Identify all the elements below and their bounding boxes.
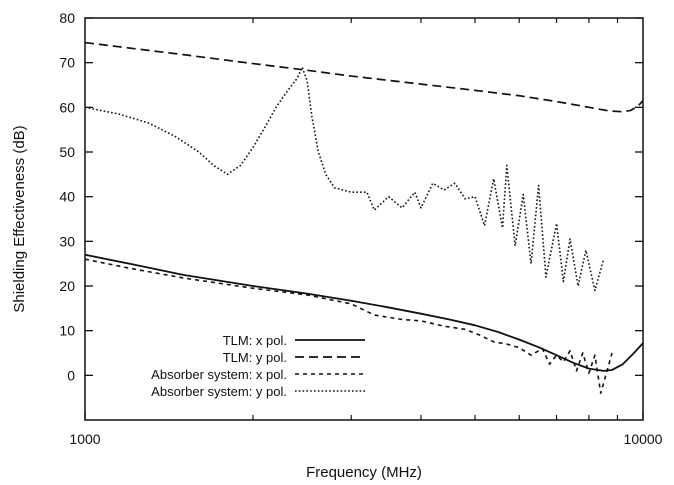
x-axis-title: Frequency (MHz) [306,464,422,481]
legend-label: TLM: x pol. [223,333,287,348]
y-tick-label: 0 [67,367,75,383]
legend-label: TLM: y pol. [223,350,287,365]
legend-label: Absorber system: y pol. [151,384,287,399]
series-line-1 [85,255,643,371]
x-axis-ticks: 1000 10000 [69,18,662,447]
y-axis-title: Shielding Effectiveness (dB) [11,125,28,312]
y-tick-label: 80 [59,10,75,26]
y-tick-label: 10 [59,323,75,339]
y-tick-label: 50 [59,144,75,160]
y-tick-label: 20 [59,278,75,294]
y-tick-label: 70 [59,55,75,71]
series-line-4 [85,67,604,290]
legend: TLM: x pol. TLM: y pol. Absorber system: x… [151,333,365,399]
y-tick-label: 40 [59,189,75,205]
legend-label: Absorber system: x pol. [151,367,287,382]
x-tick-label: 10000 [624,431,663,447]
y-tick-label: 30 [59,233,75,249]
series-line-2 [85,43,643,112]
x-tick-label: 1000 [69,431,100,447]
y-axis-ticks: 0 10 20 30 40 50 60 70 80 [59,10,643,383]
y-tick-label: 60 [59,99,75,115]
